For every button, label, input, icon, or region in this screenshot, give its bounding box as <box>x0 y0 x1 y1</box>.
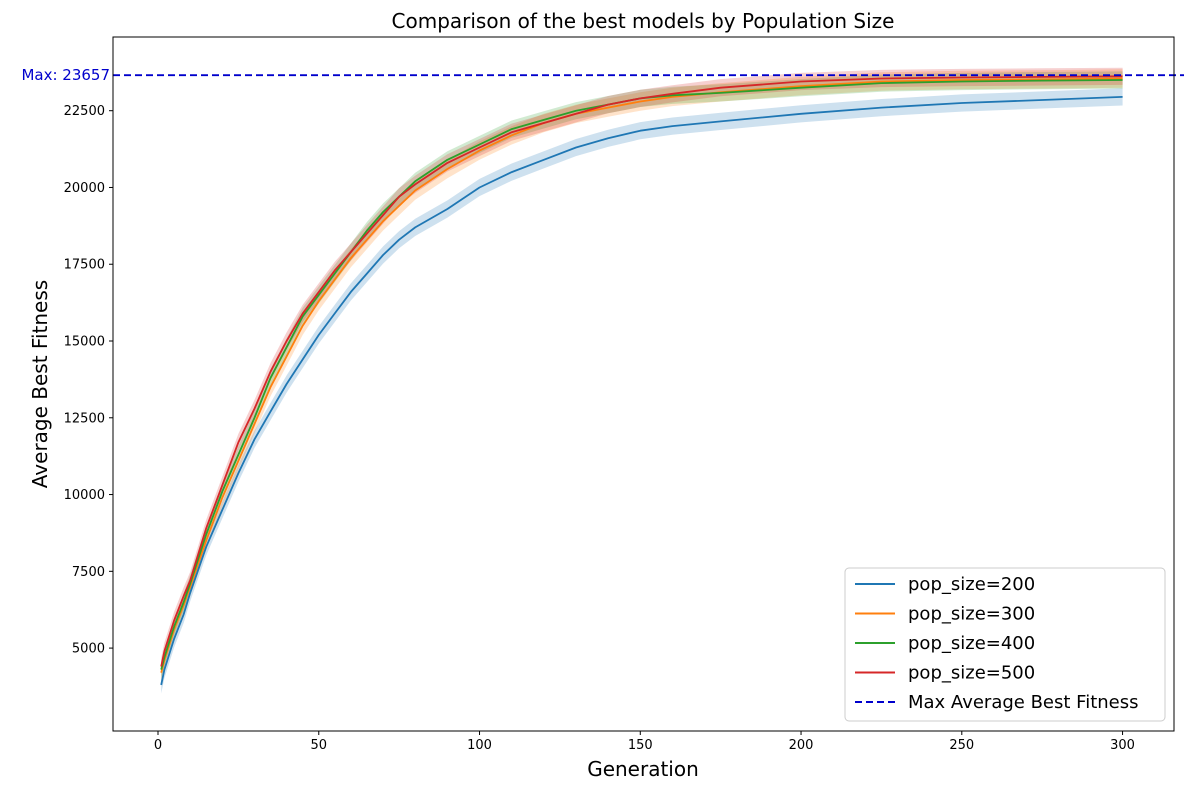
y-tick-label: 20000 <box>64 181 105 196</box>
y-tick-label: 22500 <box>64 104 105 119</box>
x-tick-label: 250 <box>949 738 974 753</box>
band-series-1 <box>161 88 1123 694</box>
chart-title: Comparison of the best models by Populat… <box>392 9 895 33</box>
confidence-bands <box>161 67 1123 694</box>
line-series-4 <box>160 75 1123 667</box>
y-tick-label: 7500 <box>72 565 105 580</box>
x-axis-label: Generation <box>587 757 699 781</box>
legend: pop_size=200 pop_size=300 pop_size=400 pop_… <box>844 567 1166 722</box>
line-series-3 <box>160 79 1123 670</box>
y-axis-label: Average Best Fitness <box>28 280 52 488</box>
y-tick-label: 5000 <box>72 642 105 657</box>
y-axis-ticks: 5000 7500 10000 12500 15000 17500 20000 22500 <box>64 104 113 657</box>
legend-label: pop_size=200 <box>908 574 1035 595</box>
plot-frame <box>112 36 1175 732</box>
legend-box <box>844 567 1166 722</box>
legend-label: Max Average Best Fitness <box>908 692 1139 713</box>
x-tick-label: 300 <box>1110 738 1135 753</box>
x-axis-ticks: 0 50 100 150 200 250 300 <box>154 731 1135 753</box>
y-tick-label: 15000 <box>64 335 105 350</box>
x-tick-label: 200 <box>789 738 814 753</box>
x-tick-label: 0 <box>154 738 162 753</box>
series-lines <box>160 75 1123 686</box>
x-tick-label: 150 <box>628 738 653 753</box>
legend-label: pop_size=500 <box>908 663 1035 684</box>
x-tick-label: 100 <box>467 738 492 753</box>
legend-label: pop_size=300 <box>908 604 1035 625</box>
y-tick-label: 12500 <box>64 411 105 426</box>
y-tick-label: 17500 <box>64 258 105 273</box>
x-tick-label: 50 <box>310 738 327 753</box>
max-reference-label: Max: 23657 <box>21 66 110 84</box>
y-tick-label: 10000 <box>64 488 105 503</box>
line-series-1 <box>160 96 1123 686</box>
legend-label: pop_size=400 <box>908 633 1035 654</box>
